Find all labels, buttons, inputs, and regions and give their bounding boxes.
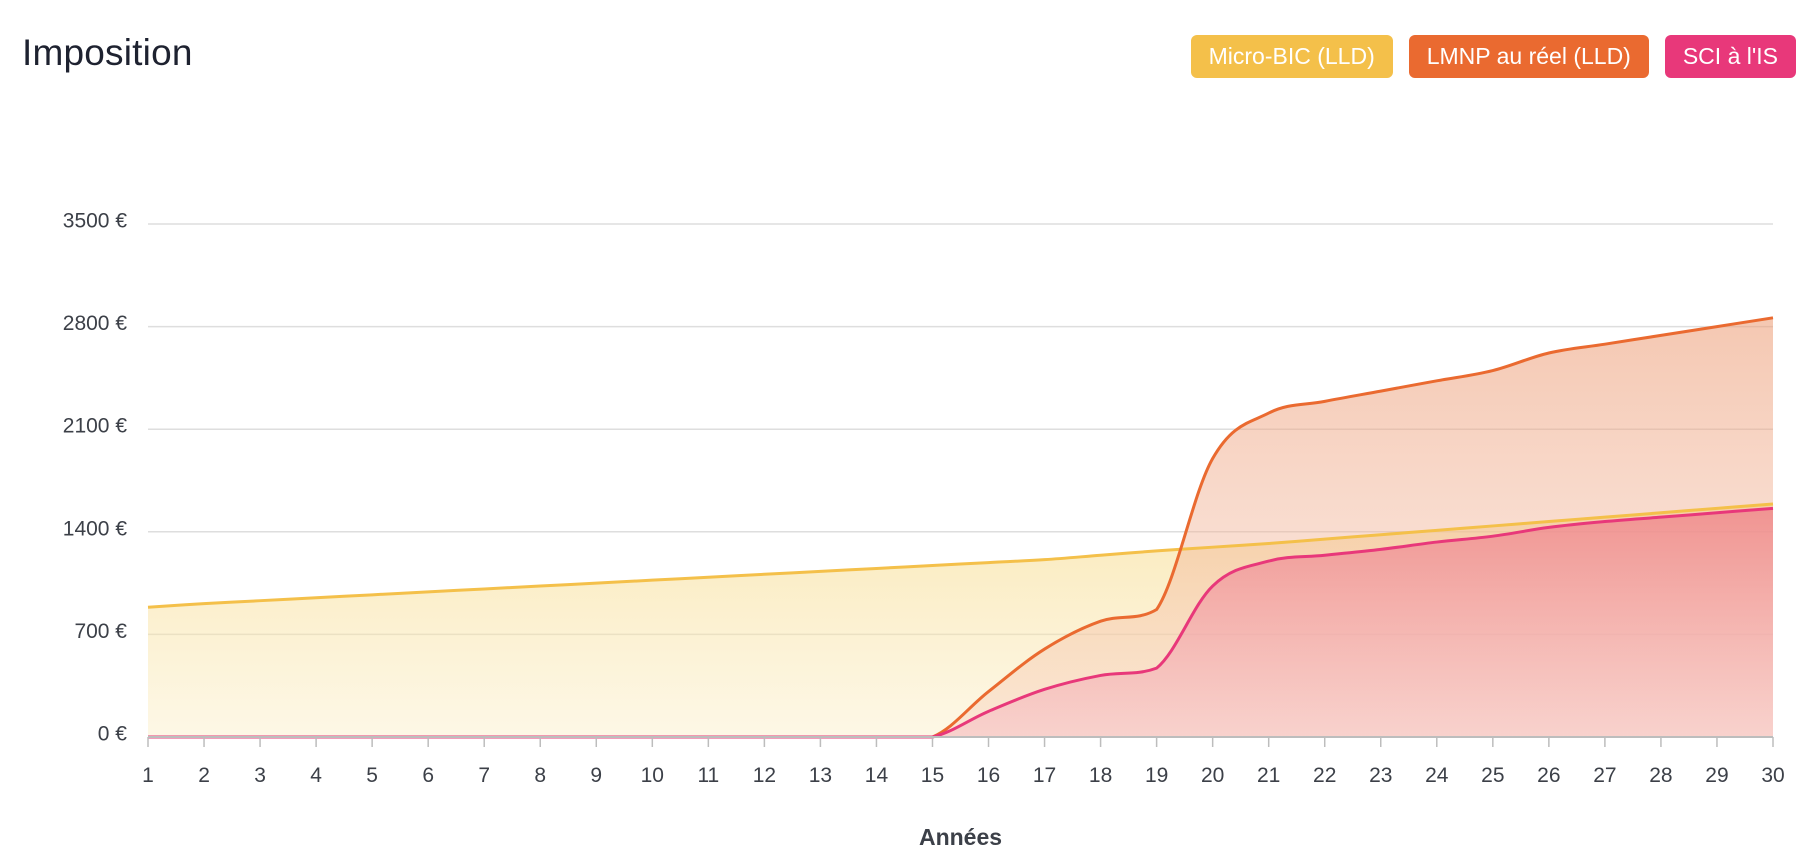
area-sci-is [148,508,1773,737]
x-tick-label: 8 [534,764,546,787]
legend: Micro-BIC (LLD) LMNP au réel (LLD) SCI à… [1190,35,1796,78]
x-tick-label: 26 [1537,764,1560,787]
x-tick-label: 1 [142,764,154,787]
series-areas [148,317,1773,737]
x-tick-label: 24 [1425,764,1449,787]
y-tick-label: 1400 € [63,517,128,540]
x-tick-label: 21 [1257,764,1280,787]
legend-item-micro-bic[interactable]: Micro-BIC (LLD) [1190,35,1393,78]
x-tick-label: 5 [366,764,378,787]
x-tick-label: 30 [1761,764,1784,787]
x-axis-title: Années [919,824,1002,850]
x-tick-label: 20 [1201,764,1224,787]
x-tick-label: 25 [1481,764,1504,787]
x-tick-label: 9 [590,764,602,787]
x-tick-label: 19 [1145,764,1168,787]
x-tick-label: 16 [977,764,1000,787]
y-tick-label: 2800 € [63,312,128,335]
y-tick-label: 0 € [98,723,128,746]
x-tick-label: 4 [310,764,322,787]
x-tick-label: 14 [865,764,889,787]
x-tick-label: 18 [1089,764,1112,787]
x-tick-label: 12 [753,764,776,787]
x-axis: 1 2 3 4 5 6 7 8 9 10 11 12 13 14 15 16 17 18 19 20 21 22 23 24 2… [142,736,1785,787]
legend-item-lmnp[interactable]: LMNP au réel (LLD) [1408,35,1649,78]
x-tick-label: 23 [1369,764,1392,787]
y-axis-labels: 0 € 700 € 1400 € 2100 € 2800 € 3500 € [63,210,128,746]
x-tick-label: 7 [478,764,490,787]
x-tick-label: 22 [1313,764,1336,787]
y-tick-label: 700 € [74,620,127,643]
x-tick-label: 27 [1593,764,1616,787]
x-tick-label: 11 [697,764,719,787]
x-tick-label: 13 [809,764,832,787]
x-tick-label: 28 [1649,764,1672,787]
chart-title: Imposition [22,32,193,73]
legend-item-sci-is[interactable]: SCI à l'IS [1664,35,1796,78]
x-tick-label: 10 [641,764,664,787]
y-tick-label: 2100 € [63,415,128,438]
line-micro-bic [147,502,1774,609]
y-tick-label: 3500 € [63,210,128,233]
x-tick-label: 2 [198,764,210,787]
chart-header: Imposition Micro-BIC (LLD) LMNP au réel … [0,0,1818,110]
x-tick-label: 3 [254,764,266,787]
x-tick-label: 17 [1033,764,1056,787]
x-tick-label: 6 [422,764,434,787]
x-tick-label: 15 [921,764,944,787]
x-tick-label: 29 [1705,764,1728,787]
